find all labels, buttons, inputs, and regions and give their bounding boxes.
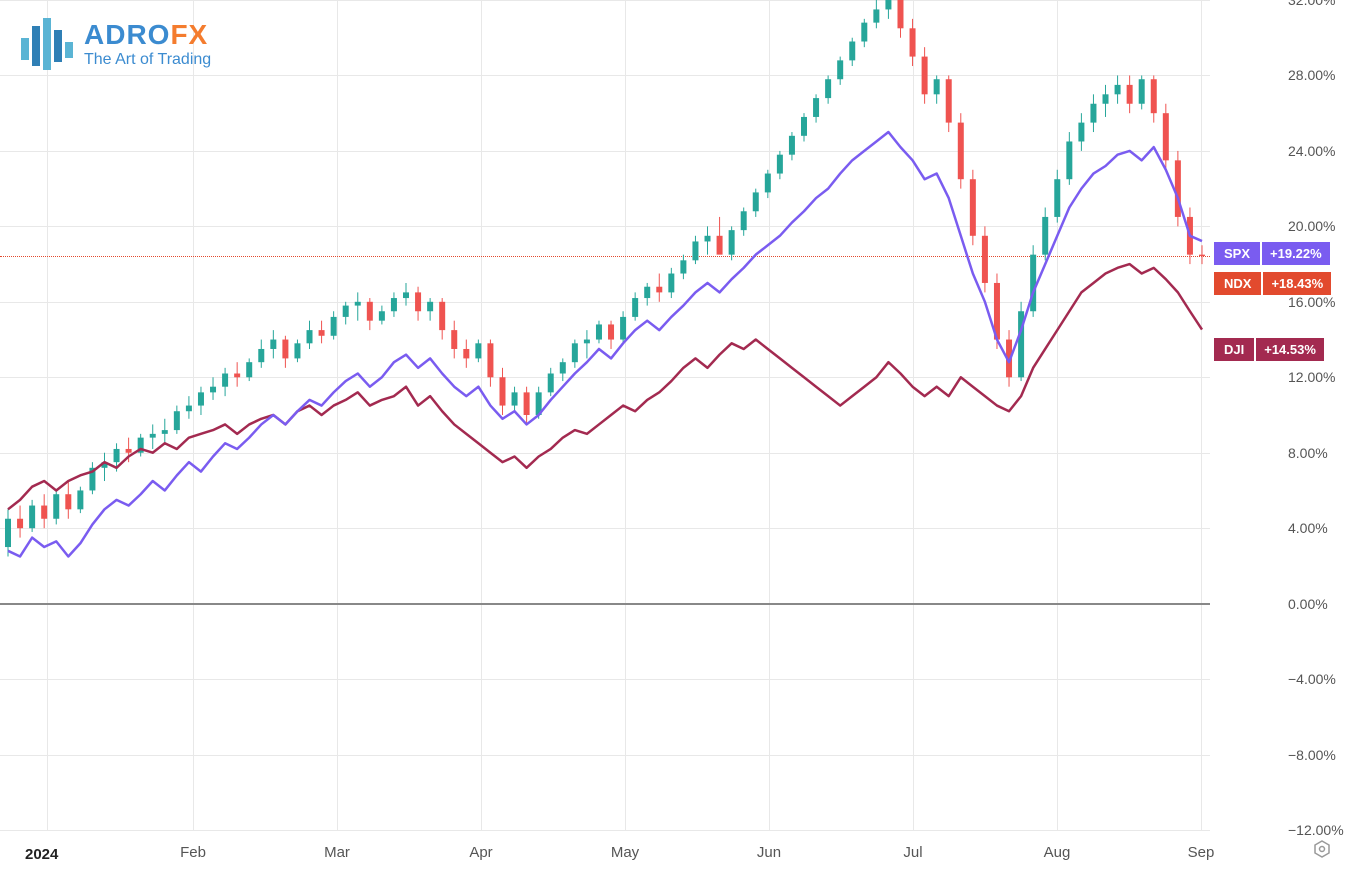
x-axis: 2024 FebMarAprMayJunJulAugSep bbox=[0, 830, 1210, 878]
grid-line-horizontal bbox=[0, 226, 1210, 227]
y-axis-tick-label: −4.00% bbox=[1288, 671, 1336, 687]
line-series-overlay bbox=[0, 0, 1210, 830]
settings-icon[interactable] bbox=[1312, 839, 1332, 864]
grid-line-horizontal bbox=[0, 377, 1210, 378]
y-axis-tick-label: 0.00% bbox=[1288, 596, 1328, 612]
grid-line-vertical bbox=[625, 0, 626, 830]
grid-line-vertical bbox=[1057, 0, 1058, 830]
spx-line bbox=[8, 132, 1202, 556]
y-axis-tick-label: 24.00% bbox=[1288, 143, 1335, 159]
y-axis-tick-label: 12.00% bbox=[1288, 369, 1335, 385]
grid-line-vertical bbox=[47, 0, 48, 830]
grid-line-vertical bbox=[913, 0, 914, 830]
x-axis-year-label: 2024 bbox=[25, 846, 58, 863]
grid-line-horizontal bbox=[0, 528, 1210, 529]
badge-value: +18.43% bbox=[1263, 272, 1331, 295]
x-axis-tick-label: Jul bbox=[903, 844, 922, 861]
x-axis-tick-label: Sep bbox=[1188, 844, 1215, 861]
y-axis-tick-label: 20.00% bbox=[1288, 218, 1335, 234]
y-axis-tick-label: 28.00% bbox=[1288, 67, 1335, 83]
reference-line bbox=[0, 256, 1210, 257]
y-axis-tick-label: 4.00% bbox=[1288, 520, 1328, 536]
grid-line-horizontal bbox=[0, 755, 1210, 756]
y-axis-tick-label: 16.00% bbox=[1288, 294, 1335, 310]
chart-container: −12.00% −8.00% −4.00% 0.00% 4.00% 8.00% 12.00%… bbox=[0, 0, 1352, 878]
y-axis-tick-label: 8.00% bbox=[1288, 445, 1328, 461]
logo-brand2: FX bbox=[170, 19, 208, 50]
y-axis-tick-label: 32.00% bbox=[1288, 0, 1335, 8]
grid-line-horizontal bbox=[0, 679, 1210, 680]
logo-tagline: The Art of Trading bbox=[84, 51, 211, 69]
badge-value: +14.53% bbox=[1256, 338, 1324, 361]
y-axis-tick-label: −12.00% bbox=[1288, 822, 1344, 838]
x-axis-tick-label: Aug bbox=[1044, 844, 1071, 861]
logo-bars-icon bbox=[18, 16, 74, 72]
logo-brand1: ADRO bbox=[84, 19, 170, 50]
grid-line-horizontal bbox=[0, 453, 1210, 454]
grid-line-vertical bbox=[769, 0, 770, 830]
x-axis-tick-label: Jun bbox=[757, 844, 781, 861]
price-badge-ndx: NDX+18.43% bbox=[1214, 272, 1331, 295]
x-axis-tick-label: May bbox=[611, 844, 639, 861]
grid-line-vertical bbox=[337, 0, 338, 830]
y-axis-tick-label: −8.00% bbox=[1288, 747, 1336, 763]
grid-line-vertical bbox=[481, 0, 482, 830]
grid-line-horizontal bbox=[0, 151, 1210, 152]
brand-logo: ADROFX The Art of Trading bbox=[18, 16, 211, 72]
grid-line-vertical bbox=[1201, 0, 1202, 830]
grid-line-vertical bbox=[193, 0, 194, 830]
y-axis: −12.00%−8.00%−4.00%0.00%4.00%8.00%12.00%… bbox=[1210, 0, 1352, 830]
x-axis-tick-label: Apr bbox=[469, 844, 492, 861]
badge-symbol: SPX bbox=[1214, 242, 1260, 265]
price-badge-spx: SPX+19.22% bbox=[1214, 242, 1330, 265]
logo-brand-text: ADROFX bbox=[84, 20, 211, 51]
grid-line-horizontal bbox=[0, 75, 1210, 76]
price-badge-dji: DJI+14.53% bbox=[1214, 338, 1324, 361]
grid-line-horizontal bbox=[0, 0, 1210, 1]
badge-symbol: DJI bbox=[1214, 338, 1254, 361]
x-axis-tick-label: Feb bbox=[180, 844, 206, 861]
grid-line-horizontal bbox=[0, 302, 1210, 303]
zero-line bbox=[0, 603, 1210, 605]
candlestick-series bbox=[0, 0, 1210, 830]
x-axis-tick-label: Mar bbox=[324, 844, 350, 861]
plot-area[interactable] bbox=[0, 0, 1210, 830]
badge-value: +19.22% bbox=[1262, 242, 1330, 265]
badge-symbol: NDX bbox=[1214, 272, 1261, 295]
